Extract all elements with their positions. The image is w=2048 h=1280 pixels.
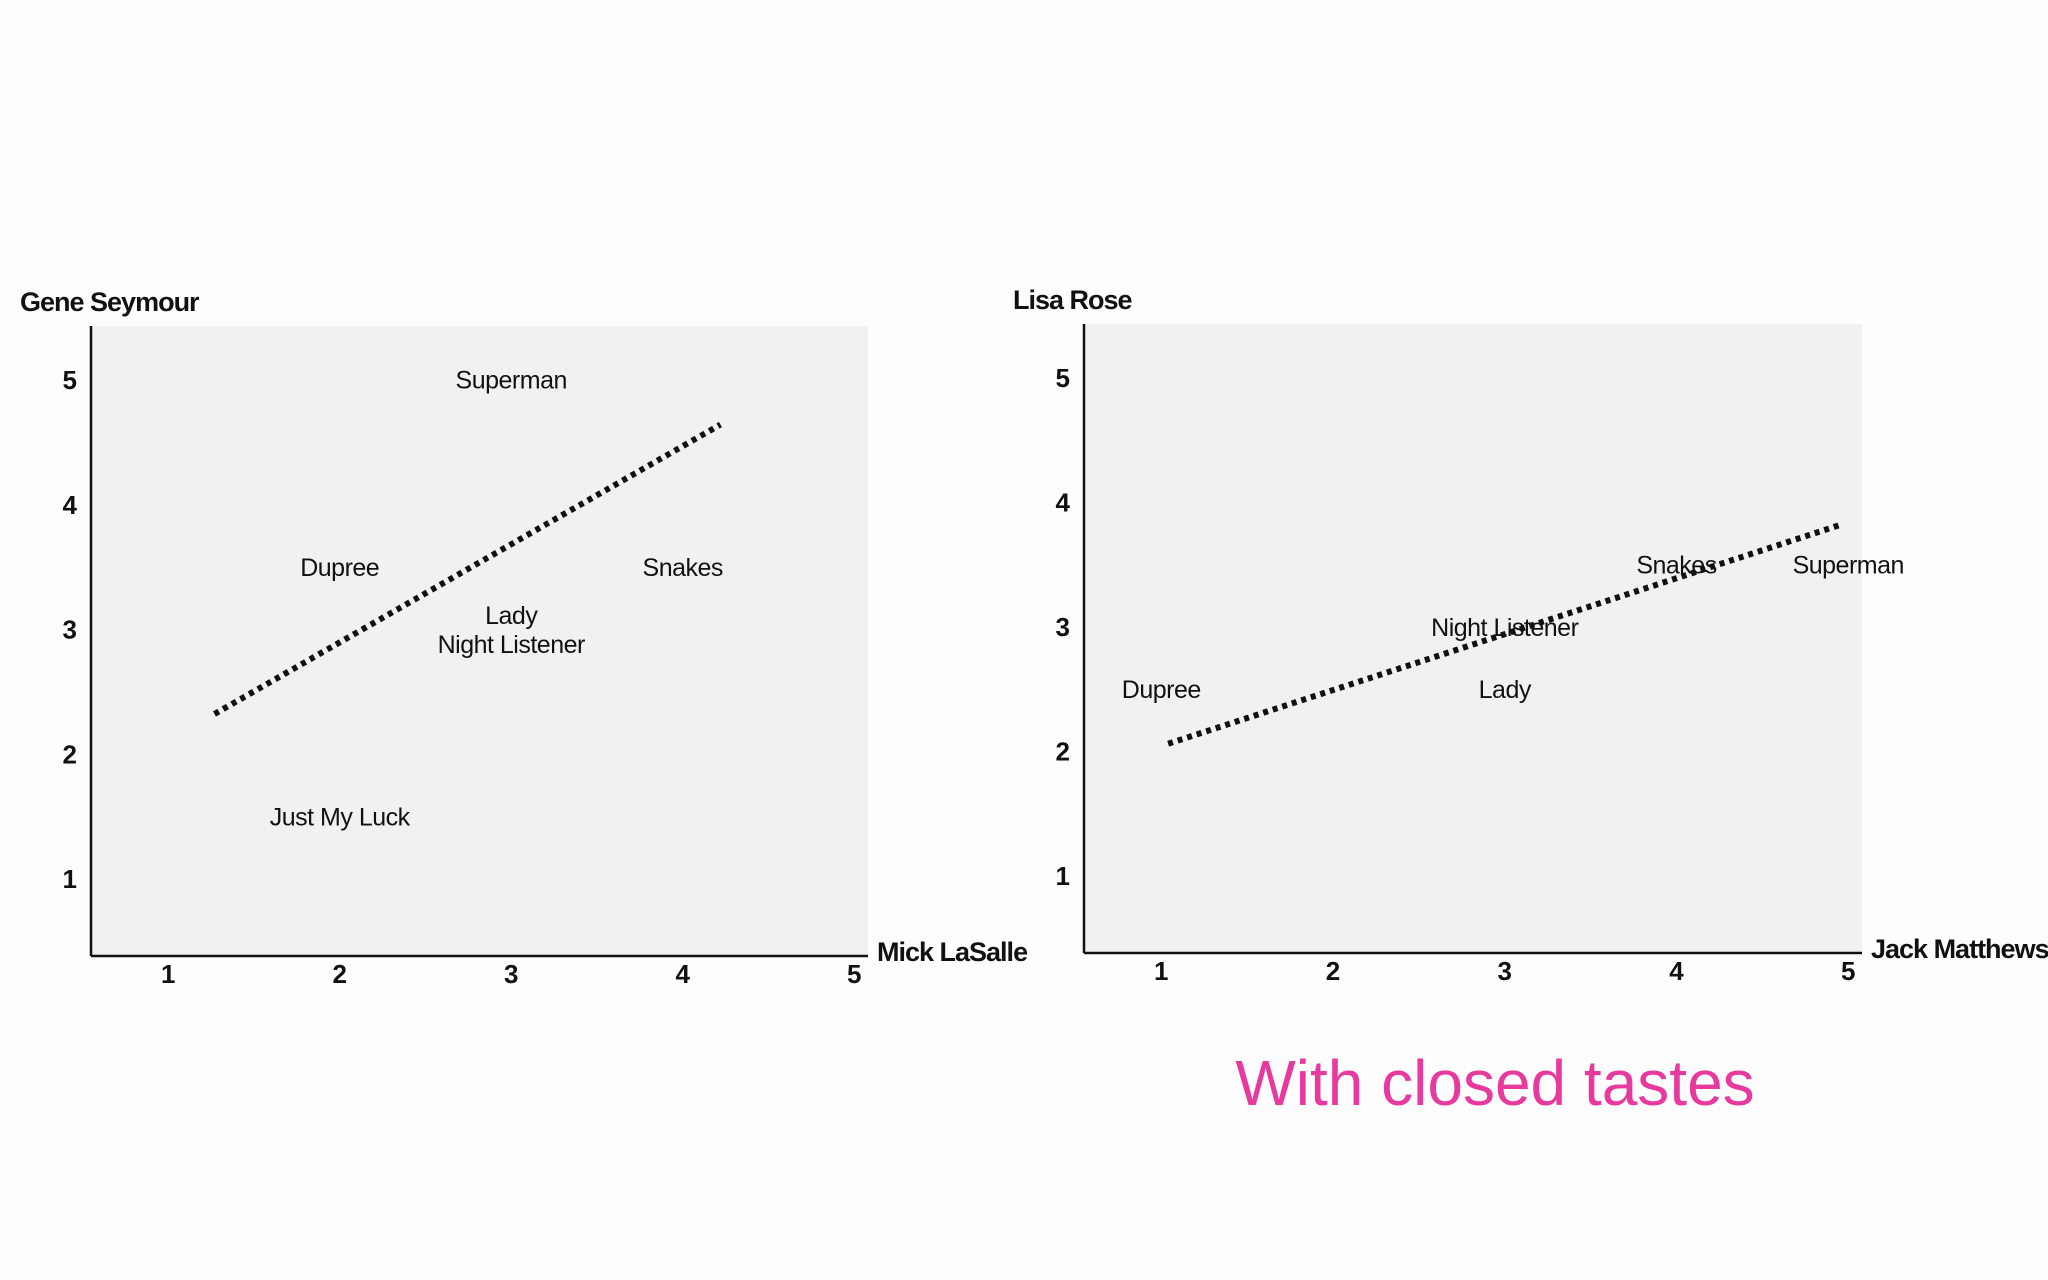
x-tick-label: 4: [1669, 956, 1684, 986]
y-tick-label: 4: [1056, 487, 1071, 517]
x-tick-label: 2: [1326, 956, 1340, 986]
point-label: Night Listener: [1431, 614, 1578, 642]
plot-area: [91, 326, 868, 956]
point-label: Snakes: [643, 554, 723, 582]
trend-line: [213, 421, 722, 717]
point-label: Superman: [456, 367, 567, 395]
y-tick-label: 3: [63, 615, 77, 645]
x-tick-label: 3: [504, 959, 518, 989]
caption: With closed tastes: [1235, 1047, 1754, 1119]
x-tick-label: 1: [1154, 956, 1168, 986]
x-tick-label: 5: [847, 959, 861, 989]
y-tick-label: 2: [63, 739, 77, 769]
point-label: Superman: [1793, 551, 1904, 579]
y-tick-label: 2: [1056, 737, 1070, 767]
x-tick-label: 2: [332, 959, 346, 989]
y-tick-label: 4: [63, 490, 78, 520]
y-tick-label: 1: [1056, 861, 1070, 891]
point-label: Snakes: [1636, 551, 1716, 579]
y-tick-label: 1: [63, 864, 77, 894]
trend-line: [1167, 521, 1843, 747]
y-axis-title: Lisa Rose: [1013, 285, 1133, 315]
point-label: Dupree: [300, 554, 379, 582]
point-label: Just My Luck: [270, 803, 411, 831]
point-label: Dupree: [1122, 676, 1201, 704]
x-axis-title: Jack Matthews: [1871, 934, 2048, 964]
y-tick-label: 5: [1056, 363, 1070, 393]
x-axis-title: Mick LaSalle: [877, 937, 1028, 967]
point-label: Lady: [485, 602, 538, 630]
x-tick-label: 1: [161, 959, 175, 989]
x-tick-label: 5: [1841, 956, 1855, 986]
x-tick-label: 3: [1498, 956, 1512, 986]
point-label: Lady: [1479, 676, 1532, 704]
plot-area: [1084, 324, 1862, 953]
y-tick-label: 5: [63, 365, 77, 395]
point-label: Night Listener: [438, 631, 585, 659]
x-tick-label: 4: [676, 959, 691, 989]
y-axis-title: Gene Seymour: [20, 287, 200, 317]
y-tick-label: 3: [1056, 612, 1070, 642]
